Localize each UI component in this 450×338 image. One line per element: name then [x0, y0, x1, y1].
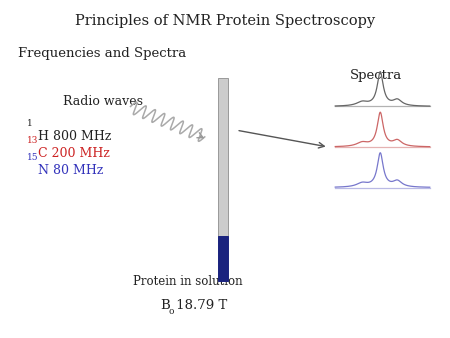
Text: Frequencies and Spectra: Frequencies and Spectra	[18, 47, 186, 60]
Text: o: o	[169, 307, 174, 316]
Text: Protein in solution: Protein in solution	[133, 275, 243, 288]
Text: Radio waves: Radio waves	[63, 95, 143, 108]
Text: Principles of NMR Protein Spectroscopy: Principles of NMR Protein Spectroscopy	[75, 14, 375, 27]
Text: Spectra: Spectra	[350, 69, 402, 82]
Text: H 800 MHz: H 800 MHz	[38, 130, 112, 143]
Text: 1: 1	[27, 119, 33, 128]
Bar	[218, 236, 228, 281]
Text: 13: 13	[27, 136, 38, 145]
Text: 18.79 T: 18.79 T	[172, 299, 227, 312]
Bar	[218, 78, 228, 236]
Text: N 80 MHz: N 80 MHz	[38, 164, 104, 177]
Text: C 200 MHz: C 200 MHz	[38, 147, 110, 160]
Text: 15: 15	[27, 153, 39, 162]
Text: B: B	[160, 299, 170, 312]
